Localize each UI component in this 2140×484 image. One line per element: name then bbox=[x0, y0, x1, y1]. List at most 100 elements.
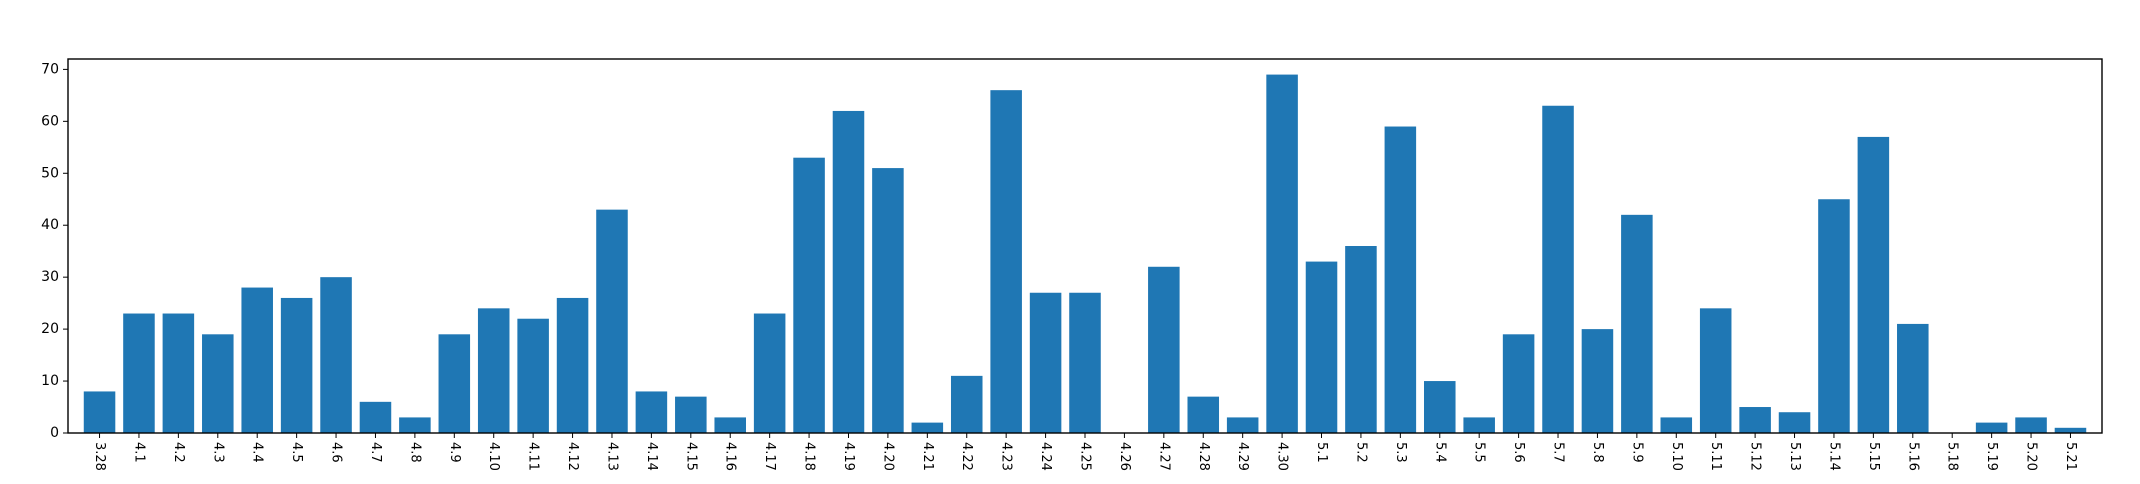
x-tick-label: 5.16 bbox=[1905, 442, 1920, 471]
x-tick-label: 4.27 bbox=[1156, 442, 1171, 471]
bar-5.2 bbox=[1345, 246, 1377, 433]
bar-5.1 bbox=[1305, 261, 1338, 433]
bar-4.21 bbox=[911, 422, 944, 433]
x-tick-label: 4.2 bbox=[171, 442, 186, 463]
bar-5.19 bbox=[1975, 422, 2008, 433]
x-tick-label: 4.14 bbox=[644, 442, 659, 471]
y-tick-label: 50 bbox=[41, 165, 59, 181]
bar-5.5 bbox=[1463, 417, 1495, 433]
x-tick-label: 4.8 bbox=[407, 442, 422, 463]
bar-4.30 bbox=[1266, 74, 1298, 433]
x-tick-label: 4.10 bbox=[486, 442, 501, 471]
x-tick-label: 5.12 bbox=[1748, 442, 1763, 471]
y-tick-label: 30 bbox=[41, 269, 59, 285]
bar-4.7 bbox=[359, 401, 392, 433]
bar-4.18 bbox=[793, 157, 825, 433]
bar-5.15 bbox=[1857, 136, 1890, 433]
x-tick-label: 4.17 bbox=[762, 442, 777, 471]
y-tick-label: 60 bbox=[41, 113, 59, 129]
bar-5.4 bbox=[1424, 381, 1456, 433]
x-tick-label: 4.7 bbox=[368, 442, 383, 463]
x-tick-label: 5.2 bbox=[1353, 442, 1368, 463]
x-tick-label: 4.26 bbox=[1117, 442, 1132, 471]
y-tick-label: 40 bbox=[41, 217, 59, 233]
x-tick-label: 4.30 bbox=[1275, 442, 1290, 471]
bar-5.10 bbox=[1660, 417, 1693, 433]
bar-4.22 bbox=[950, 375, 983, 433]
bar-4.23 bbox=[990, 90, 1022, 434]
y-tick-label: 20 bbox=[41, 321, 59, 337]
y-axis: 0 10 20 30 40 50 60 70 bbox=[41, 61, 68, 441]
x-tick-label: 5.3 bbox=[1393, 442, 1408, 463]
x-tick-label: 5.13 bbox=[1787, 442, 1802, 471]
bars-layer bbox=[83, 74, 2087, 434]
y-tick-label: 70 bbox=[41, 61, 59, 77]
bar-3.28 bbox=[83, 391, 116, 433]
bar-4.13 bbox=[596, 209, 628, 433]
x-tick-label: 4.28 bbox=[1196, 442, 1211, 471]
y-tick-label: 10 bbox=[41, 373, 59, 389]
x-tick-label: 5.18 bbox=[1945, 442, 1960, 471]
bar-4.15 bbox=[675, 396, 707, 433]
x-tick-label: 4.15 bbox=[683, 442, 698, 471]
bar-5.9 bbox=[1621, 214, 1653, 433]
bar-4.8 bbox=[399, 417, 431, 433]
bar-4.11 bbox=[517, 318, 549, 433]
bar-4.3 bbox=[202, 334, 234, 433]
bar-4.28 bbox=[1187, 396, 1220, 433]
bar-4.17 bbox=[753, 313, 786, 433]
bar-4.2 bbox=[162, 313, 195, 433]
bar-5.7 bbox=[1542, 105, 1574, 433]
x-axis: 3.28 4.1 4.2 4.3 4.4 4.5 4.6 4.7 4.8 4.9 4.10 4.11 4… bbox=[92, 433, 2078, 471]
bar-5.21 bbox=[2054, 427, 2087, 433]
plot-frame bbox=[67, 58, 2103, 434]
bar-4.25 bbox=[1069, 292, 1101, 433]
bar-4.12 bbox=[556, 297, 589, 433]
x-tick-label: 5.5 bbox=[1472, 442, 1487, 463]
x-tick-label: 4.16 bbox=[723, 442, 738, 471]
x-tick-label: 4.18 bbox=[802, 442, 817, 471]
x-tick-label: 4.3 bbox=[210, 442, 225, 463]
x-tick-label: 4.24 bbox=[1038, 442, 1053, 471]
bar-5.11 bbox=[1699, 308, 1732, 433]
x-tick-label: 4.29 bbox=[1235, 442, 1250, 471]
bar-5.12 bbox=[1739, 407, 1771, 433]
x-tick-label: 5.10 bbox=[1669, 442, 1684, 471]
bar-4.9 bbox=[438, 334, 471, 433]
x-tick-label: 4.12 bbox=[565, 442, 580, 471]
x-tick-label: 3.28 bbox=[92, 442, 107, 471]
x-tick-label: 4.6 bbox=[329, 442, 344, 463]
x-tick-label: 5.15 bbox=[1866, 442, 1881, 471]
bar-4.6 bbox=[320, 277, 352, 433]
bar-4.19 bbox=[832, 110, 865, 433]
x-tick-label: 5.20 bbox=[2024, 442, 2039, 471]
x-tick-label: 5.11 bbox=[1708, 442, 1723, 471]
bar-4.16 bbox=[714, 417, 746, 433]
x-tick-label: 4.22 bbox=[959, 442, 974, 471]
bar-4.14 bbox=[635, 391, 668, 433]
x-tick-label: 5.19 bbox=[1984, 442, 1999, 471]
x-tick-label: 5.21 bbox=[2063, 442, 2078, 471]
x-tick-label: 5.9 bbox=[1629, 442, 1644, 463]
x-tick-label: 4.21 bbox=[920, 442, 935, 471]
x-tick-label: 4.23 bbox=[999, 442, 1014, 471]
x-tick-label: 4.4 bbox=[250, 442, 265, 463]
bar-5.14 bbox=[1818, 199, 1850, 433]
bar-4.29 bbox=[1226, 417, 1259, 433]
bar-5.6 bbox=[1502, 334, 1535, 433]
bar-4.27 bbox=[1148, 266, 1180, 433]
bar-4.4 bbox=[241, 287, 273, 433]
bar-5.8 bbox=[1581, 329, 1614, 433]
bar-4.10 bbox=[477, 308, 510, 433]
y-tick-label: 0 bbox=[50, 425, 59, 441]
x-tick-label: 4.1 bbox=[131, 442, 146, 463]
x-tick-label: 5.4 bbox=[1432, 442, 1447, 463]
bar-4.20 bbox=[872, 168, 904, 434]
bar-4.5 bbox=[280, 297, 313, 433]
x-tick-label: 5.1 bbox=[1314, 442, 1329, 463]
bar-5.16 bbox=[1897, 323, 1929, 433]
x-tick-label: 5.14 bbox=[1826, 442, 1841, 471]
bar-5.13 bbox=[1778, 412, 1811, 433]
bar-4.24 bbox=[1029, 292, 1062, 433]
